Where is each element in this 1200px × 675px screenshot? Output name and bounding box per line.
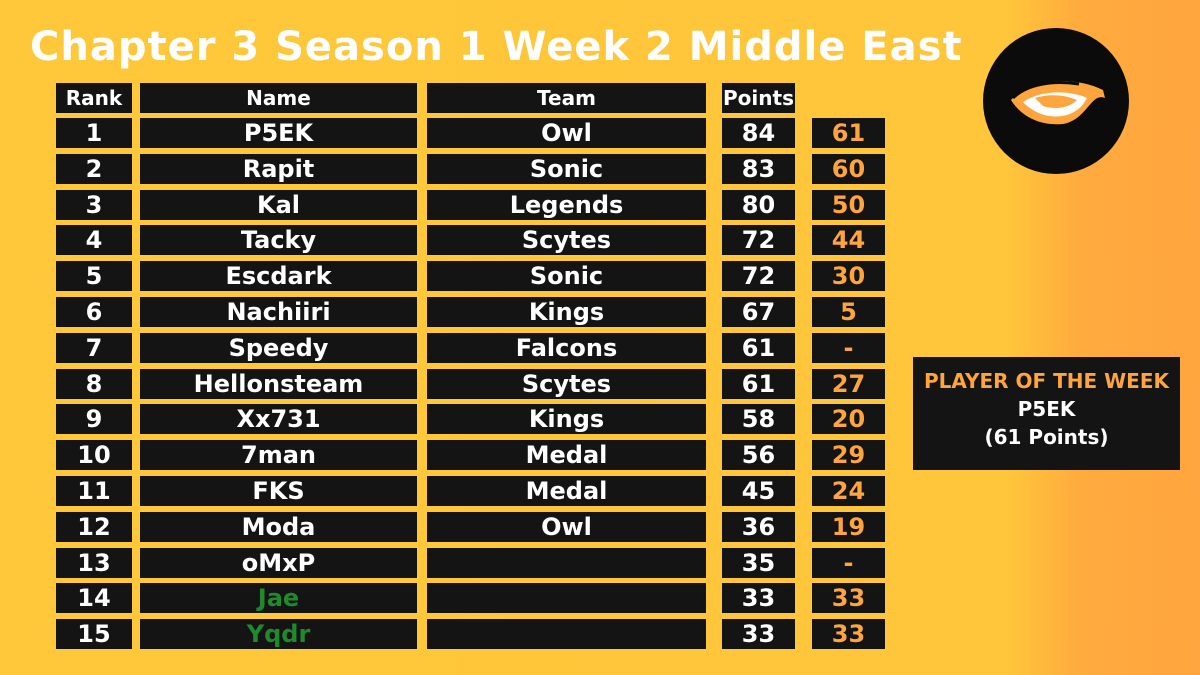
extra-points-cell: 20 — [812, 404, 885, 434]
rank-cell: 6 — [56, 297, 132, 327]
header-name: Name — [140, 83, 417, 113]
player-name-cell: Xx731 — [140, 404, 417, 434]
rank-cell: 15 — [56, 619, 132, 649]
points-cell: 61 — [722, 369, 795, 399]
extra-points-cell: 29 — [812, 440, 885, 470]
eye-logo-icon — [1011, 81, 1105, 125]
points-cell: 33 — [722, 619, 795, 649]
extra-points-cell: 24 — [812, 476, 885, 506]
team-cell: Sonic — [427, 154, 706, 184]
player-name-cell: Kal — [140, 190, 417, 220]
player-name-cell: Rapit — [140, 154, 417, 184]
player-name-cell: FKS — [140, 476, 417, 506]
points-cell: 84 — [722, 118, 795, 148]
team-cell — [427, 548, 706, 578]
page-title: Chapter 3 Season 1 Week 2 Middle East — [30, 24, 963, 70]
rank-cell: 7 — [56, 333, 132, 363]
potw-points: (61 Points) — [984, 425, 1109, 449]
team-cell: Sonic — [427, 261, 706, 291]
header-team: Team — [427, 83, 706, 113]
player-name-cell: P5EK — [140, 118, 417, 148]
player-name-cell: Hellonsteam — [140, 369, 417, 399]
header-points: Points — [722, 83, 795, 113]
extra-points-cell: 60 — [812, 154, 885, 184]
player-name-cell: Tacky — [140, 225, 417, 255]
points-cell: 35 — [722, 548, 795, 578]
points-cell: 56 — [722, 440, 795, 470]
team-cell: Owl — [427, 118, 706, 148]
player-name-cell: oMxP — [140, 548, 417, 578]
extra-points-cell: 19 — [812, 512, 885, 542]
points-cell: 58 — [722, 404, 795, 434]
rank-cell: 1 — [56, 118, 132, 148]
extra-points-cell: 33 — [812, 583, 885, 613]
rank-cell: 8 — [56, 369, 132, 399]
header-rank: Rank — [56, 83, 132, 113]
rank-cell: 4 — [56, 225, 132, 255]
team-cell: Kings — [427, 404, 706, 434]
player-name-cell: Nachiiri — [140, 297, 417, 327]
team-cell: Owl — [427, 512, 706, 542]
extra-points-cell: 61 — [812, 118, 885, 148]
team-cell — [427, 583, 706, 613]
player-name-cell: Speedy — [140, 333, 417, 363]
points-cell: 80 — [722, 190, 795, 220]
points-cell: 33 — [722, 583, 795, 613]
rank-cell: 13 — [56, 548, 132, 578]
extra-points-cell: 30 — [812, 261, 885, 291]
player-name-cell: Moda — [140, 512, 417, 542]
team-cell: Medal — [427, 440, 706, 470]
potw-heading: PLAYER OF THE WEEK — [924, 369, 1169, 393]
potw-player-name: P5EK — [1017, 397, 1076, 421]
team-cell: Kings — [427, 297, 706, 327]
rank-cell: 5 — [56, 261, 132, 291]
team-cell — [427, 619, 706, 649]
extra-points-cell: 33 — [812, 619, 885, 649]
rank-cell: 2 — [56, 154, 132, 184]
extra-points-cell: 44 — [812, 225, 885, 255]
rank-cell: 11 — [56, 476, 132, 506]
team-logo — [983, 28, 1129, 174]
extra-points-cell: - — [812, 333, 885, 363]
extra-points-cell: - — [812, 548, 885, 578]
extra-points-cell: 5 — [812, 297, 885, 327]
points-cell: 61 — [722, 333, 795, 363]
team-cell: Scytes — [427, 369, 706, 399]
points-cell: 36 — [722, 512, 795, 542]
player-name-cell: Yqdr — [140, 619, 417, 649]
points-cell: 72 — [722, 225, 795, 255]
points-cell: 45 — [722, 476, 795, 506]
extra-points-cell: 27 — [812, 369, 885, 399]
rank-cell: 9 — [56, 404, 132, 434]
team-cell: Falcons — [427, 333, 706, 363]
points-cell: 67 — [722, 297, 795, 327]
rank-cell: 14 — [56, 583, 132, 613]
player-of-the-week-card: PLAYER OF THE WEEK P5EK (61 Points) — [913, 357, 1180, 470]
team-cell: Scytes — [427, 225, 706, 255]
team-cell: Legends — [427, 190, 706, 220]
rank-cell: 12 — [56, 512, 132, 542]
player-name-cell: Escdark — [140, 261, 417, 291]
rank-cell: 10 — [56, 440, 132, 470]
player-name-cell: 7man — [140, 440, 417, 470]
team-cell: Medal — [427, 476, 706, 506]
extra-points-cell: 50 — [812, 190, 885, 220]
points-cell: 83 — [722, 154, 795, 184]
rank-cell: 3 — [56, 190, 132, 220]
player-name-cell: Jae — [140, 583, 417, 613]
points-cell: 72 — [722, 261, 795, 291]
